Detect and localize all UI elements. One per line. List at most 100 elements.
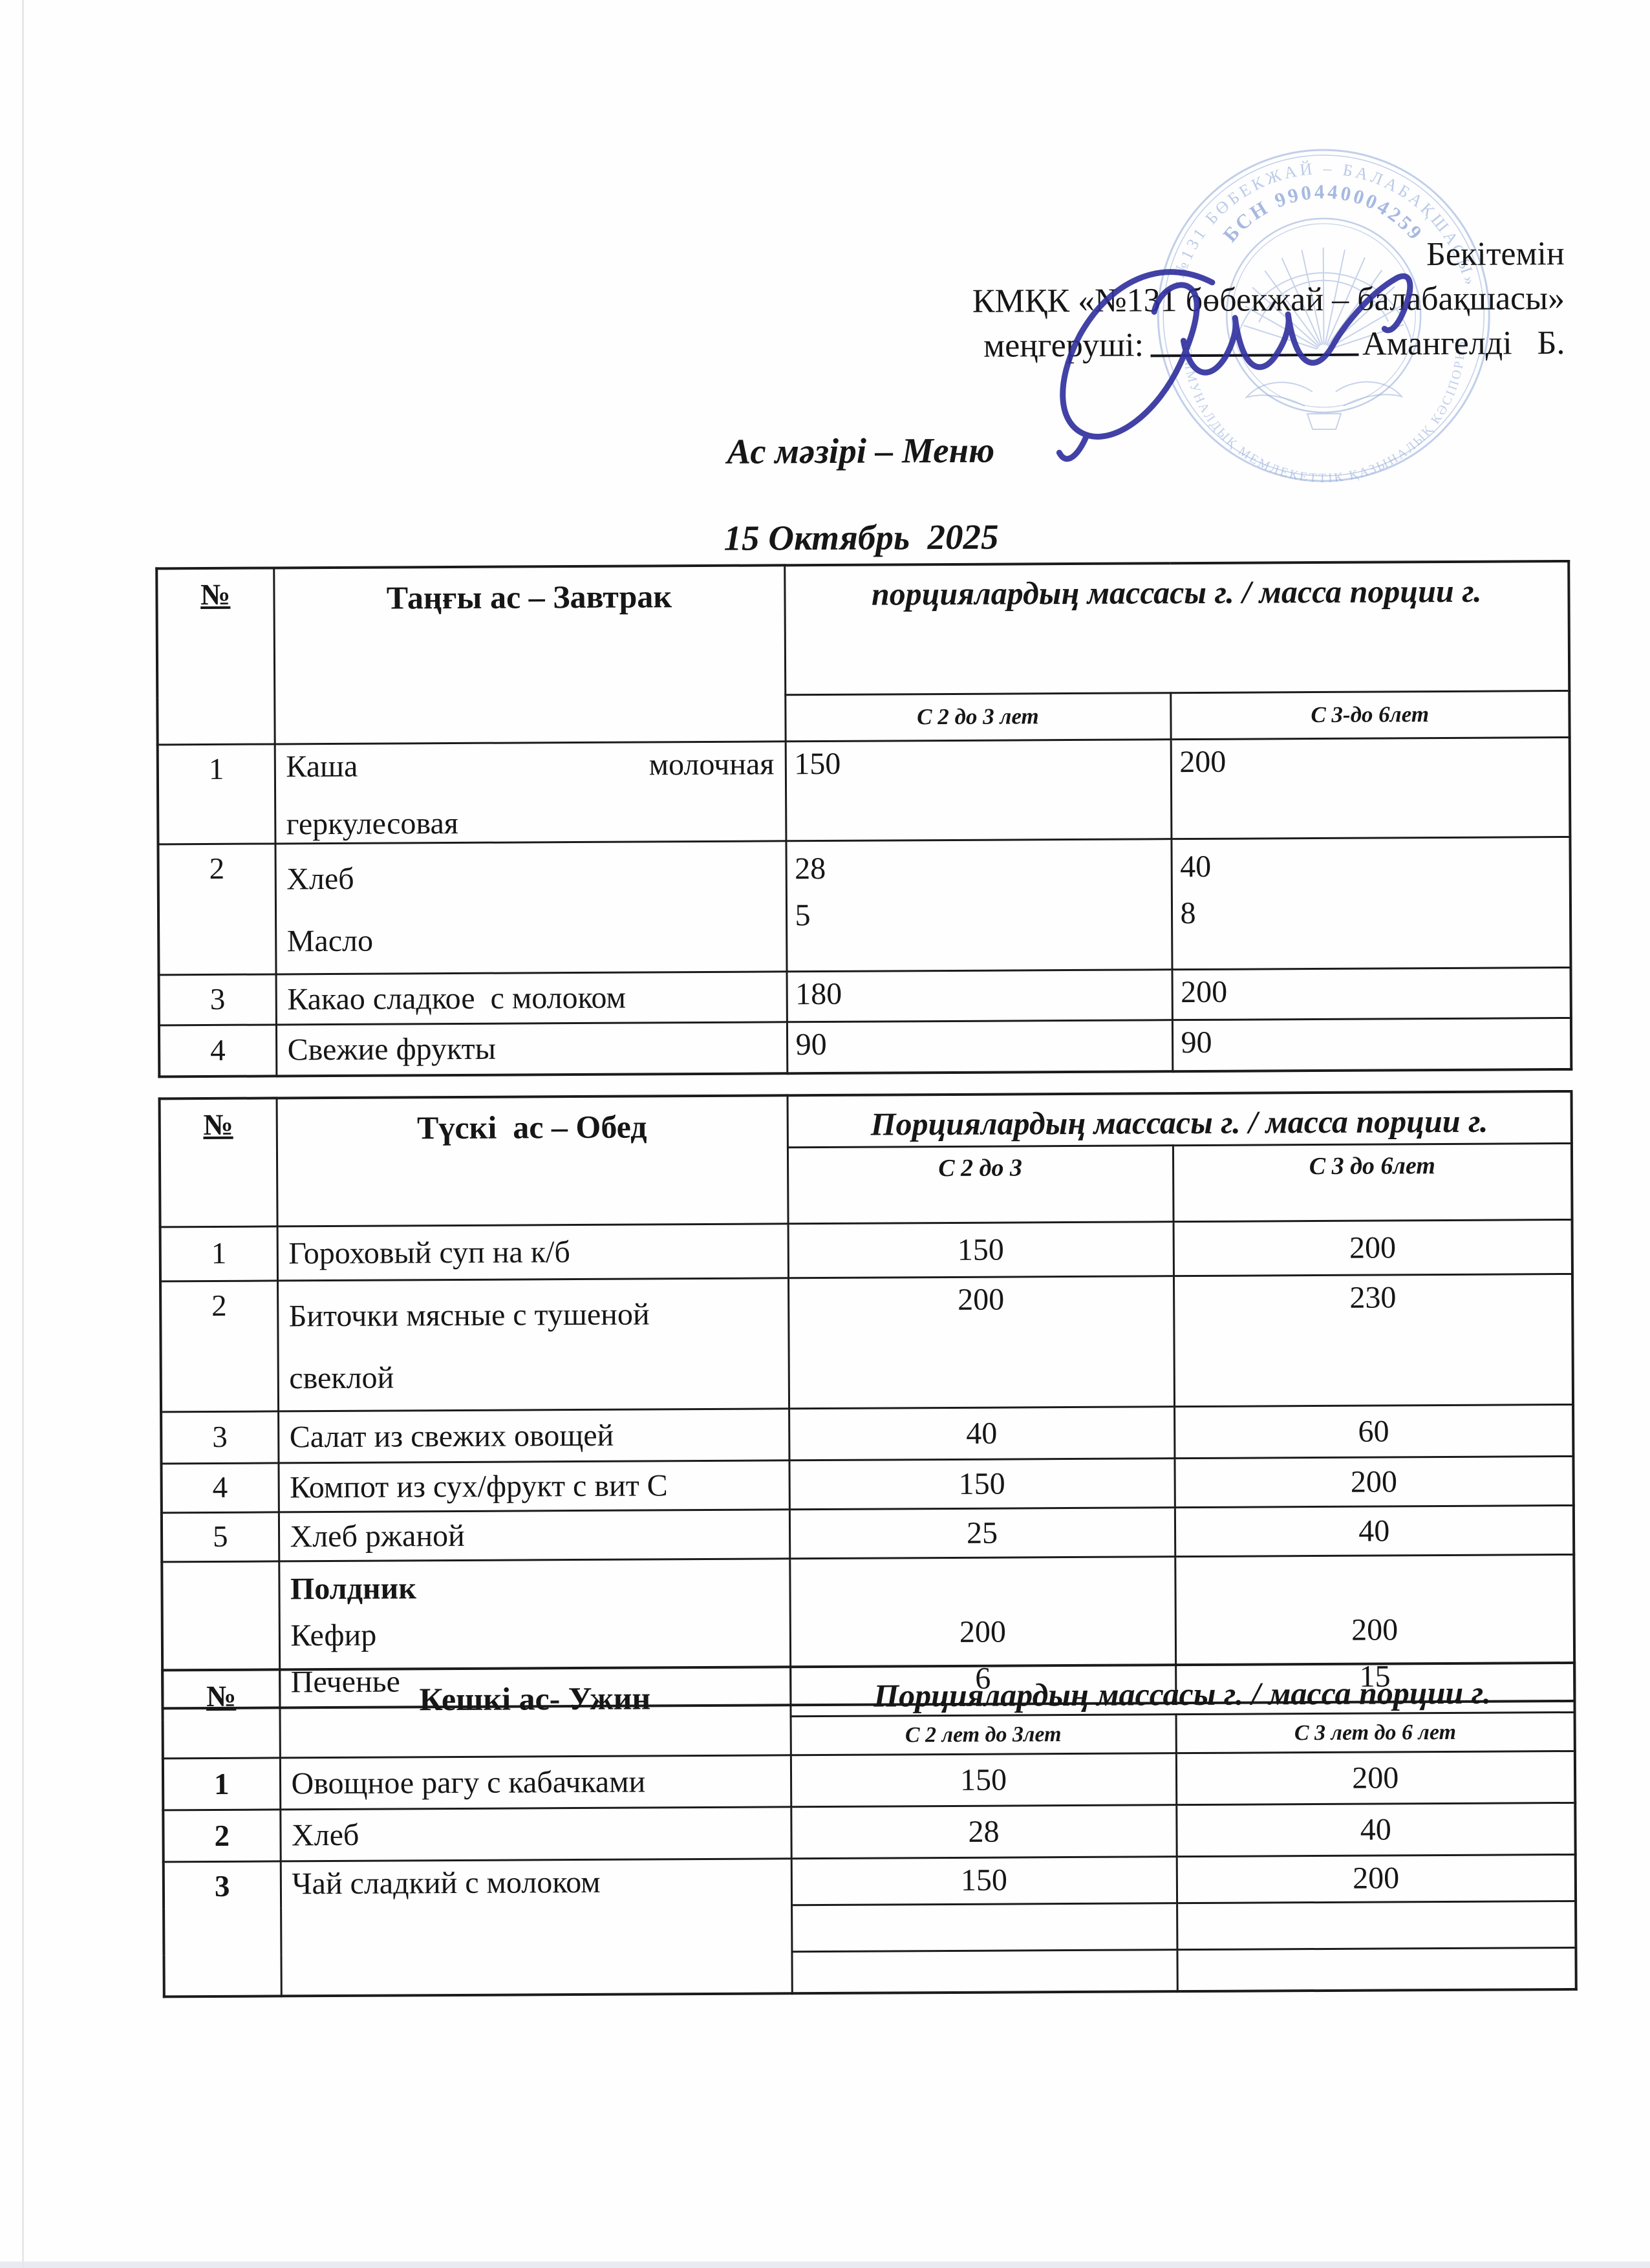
portion-cell-1: 28 5 [786,839,1172,972]
portion-cell-2: 40 [1174,1504,1574,1557]
age-col-1-header: С 2 до 3 [787,1145,1173,1224]
portion-cell-2: 200 [1173,1219,1572,1276]
menu-table-lunch: № Түскі ас – Обед Порциялардың массасы г… [158,1089,1576,1709]
row-number: 3 [158,974,276,1025]
portion-cell-1: 150 [791,1856,1177,1905]
age-col-2-header: С 3-до 6лет [1170,690,1570,740]
portion-line1: 200 [959,1614,1007,1649]
portion-cell-1 [791,1949,1177,1993]
menu-row: 2 Хлеб Масло 28 5 40 8 [158,836,1571,975]
menu-row: 2 Биточки мясные с тушеной свеклой 200 2… [160,1273,1574,1412]
meal-column-header: Таңғы ас – Завтрак [273,565,786,744]
no-column-header: № [159,1098,277,1227]
portion-cell-2: 40 8 [1171,836,1571,970]
dish-line2: свеклой [289,1360,394,1395]
portion-cell-2: 200 [1174,1455,1574,1508]
manager-signature [1056,269,1413,462]
portion-line2: 8 [1180,895,1196,930]
portion-cell-2: 230 [1173,1273,1574,1407]
dish-cell: Овощное рагу с кабачками [279,1755,791,1810]
menu-row: 5 Хлеб ржаной 25 40 [161,1504,1574,1562]
portion-cell-1: 28 [791,1804,1177,1859]
row-number: 3 [161,1411,279,1464]
row-number: 4 [158,1024,277,1077]
dish-word-left: Каша [286,749,358,784]
menu-row: 4 Свежие фрукты 90 90 [158,1017,1572,1077]
menu-date: 15 Октябрь 2025 [723,517,999,558]
portion-cell-1: 90 [786,1020,1173,1074]
row-number: 1 [157,744,275,844]
dish-cell: Хлеб Масло [275,840,787,974]
scan-edge-left [22,0,24,2268]
menu-table-breakfast: № Таңғы ас – Завтрак порциялардың массас… [155,559,1573,1078]
portion-cell-2: 200 [1172,967,1571,1020]
row-number: 4 [161,1462,279,1513]
dish-cell: Какао сладкое с молоком [275,971,787,1025]
portion-cell-1: 150 [789,1458,1175,1510]
menu-row: 3 Чай сладкий с молоком 150 200 [163,1854,1576,1996]
row-number: 5 [161,1512,279,1562]
meal-column-header: Кешкі ас- Ужин [279,1667,791,1758]
mass-column-header: Порциялардың массасы г. / масса порции г… [790,1662,1575,1717]
dish-cell: Свежие фрукты [275,1022,788,1076]
stamp-rings [1157,149,1490,482]
portion-cell-1: 150 [785,739,1172,841]
age-col-1-header: С 2 лет до 3лет [790,1714,1176,1755]
table-header-row: № Түскі ас – Обед Порциялардың массасы г… [159,1091,1572,1227]
stamp-emblem-icon [1236,247,1412,431]
meal-column-header: Түскі ас – Обед [276,1095,788,1226]
no-column-header: № [162,1669,280,1759]
page-title: Ас мәзірі – Меню [727,430,995,471]
dish-cell: Каша молочная геркулесовая [274,741,786,844]
dish-line2: геркулесовая [286,806,459,841]
dish-cell: Компот из сух/фрукт с вит С [278,1460,789,1512]
dish-cell: Салат из свежих овощей [278,1408,789,1463]
age-col-2-header: С 3 до 6лет [1172,1142,1572,1222]
mass-column-header: Порциялардың массасы г. / масса порции г… [787,1091,1572,1148]
portion-cell-1 [791,1903,1177,1952]
menu-row: 4 Компот из сух/фрукт с вит С 150 200 [161,1455,1574,1513]
no-column-header: № [156,568,275,745]
dish-word-right: молочная [648,746,775,782]
portion-cell-1: 150 [788,1221,1173,1278]
dish-line2: Масло [286,923,374,958]
menu-row: 1 Каша молочная геркулесовая 150 200 [157,736,1570,844]
snack-heading: Полдник [290,1570,417,1606]
row-number: 3 [163,1861,281,1996]
row-number: 2 [158,843,276,975]
portion-cell-2: 200 [1176,1854,1576,1903]
dish-cell: Гороховый суп на к/б [277,1223,788,1281]
menu-row: 1 Овощное рагу с кабачками 150 200 [162,1751,1576,1810]
table-header-row: № Кешкі ас- Ужин Порциялардың массасы г.… [162,1662,1575,1759]
menu-table-dinner: № Кешкі ас- Ужин Порциялардың массасы г.… [161,1661,1578,1998]
menu-row: 3 Какао сладкое с молоком 180 200 [158,967,1571,1025]
dish-cell: Хлеб [280,1806,791,1861]
portion-cell-1: 40 [789,1406,1175,1460]
portion-line1: 40 [1180,849,1212,884]
row-number: 1 [160,1226,278,1281]
portion-cell-1: 150 [790,1753,1177,1807]
portion-cell-2: 200 [1170,736,1570,839]
menu-row: 3 Салат из свежих овощей 40 60 [161,1404,1574,1464]
portion-cell-1: 180 [786,969,1172,1022]
dish-cell: Чай сладкий с молоком [280,1858,792,1996]
dish-line1: Хлеб [286,861,354,896]
menu-row: 2 Хлеб 28 40 [163,1803,1576,1862]
row-number: 1 [162,1757,281,1810]
portion-line1: 28 [795,851,826,886]
mass-column-header: порциялардың массасы г. / масса порции г… [784,561,1570,695]
dish-cell: Биточки мясные с тушеной свеклой [277,1278,789,1411]
table-header-row: № Таңғы ас – Завтрак порциялардың массас… [156,561,1570,745]
portion-cell-2: 200 [1175,1751,1576,1805]
portion-cell-1: 25 [789,1507,1175,1559]
portion-cell-2: 90 [1172,1017,1572,1072]
row-number: 2 [160,1280,279,1412]
portion-cell-2 [1177,1947,1576,1991]
age-col-1-header: С 2 до 3 лет [785,692,1171,742]
portion-line1: 200 [1351,1612,1398,1647]
menu-row: 1 Гороховый суп на к/б 150 200 [160,1219,1572,1281]
portion-cell-1: 200 [788,1276,1175,1409]
portion-cell-2 [1177,1901,1576,1950]
